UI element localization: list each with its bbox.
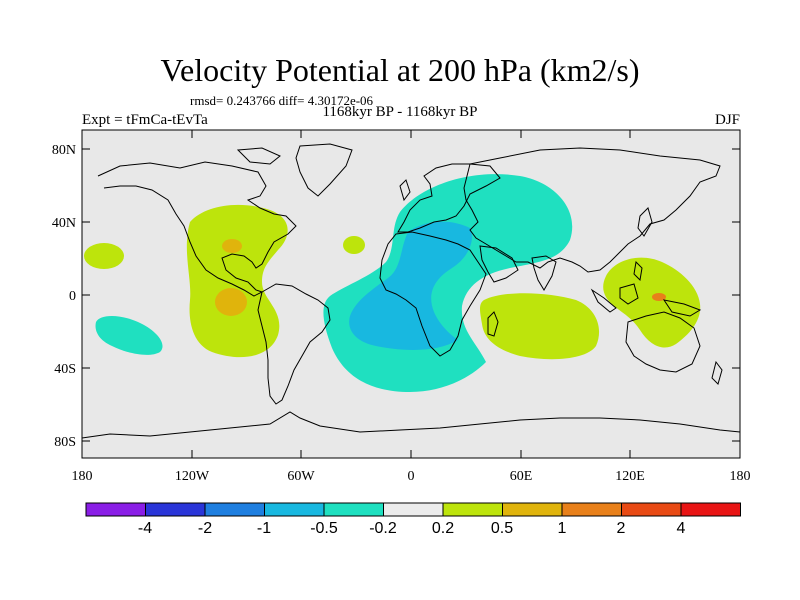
colorbar-box — [621, 502, 682, 517]
colorbar-label: -0.2 — [369, 520, 397, 537]
x-tick-label: 120W — [175, 469, 210, 484]
coastline-north-america — [97, 161, 297, 297]
y-tick-label: 40N — [52, 216, 76, 231]
colorbar-box — [85, 502, 146, 517]
y-tick-label: 0 — [69, 289, 76, 304]
rmsd-diff-stats: rmsd= 0.243766 diff= 4.30172e-06 — [190, 93, 374, 108]
y-tick-labels: 80N 40N 0 40S 80S — [52, 143, 76, 450]
colorbar-box — [561, 502, 622, 517]
coastline-borneo — [619, 283, 639, 305]
coastline-arctic-islands — [236, 147, 281, 165]
coastline-newguinea — [662, 299, 702, 317]
colorbar-labels: -4 -2 -1 -0.5 -0.2 0.2 0.5 1 2 4 — [138, 520, 686, 537]
positive-core-pacific — [215, 288, 247, 316]
x-tick-label: 60W — [287, 469, 315, 484]
y-tick-label: 80N — [52, 143, 76, 158]
colorbar-label: 1 — [558, 520, 567, 537]
coastline-asia — [463, 147, 721, 273]
coastline-philippines — [633, 260, 643, 282]
coastline-arabia — [479, 245, 519, 283]
coastline-australia — [625, 311, 701, 373]
coastline-south-america — [257, 283, 331, 405]
negative-core-atlantic-africa — [349, 221, 472, 350]
colorbar-label: -1 — [257, 520, 271, 537]
coastlines — [81, 143, 741, 439]
coastline-antarctica — [81, 411, 741, 439]
positive-core-gulf — [222, 239, 242, 253]
colorbar-box — [204, 502, 265, 517]
coastline-britain — [399, 179, 411, 202]
colorbar-box — [680, 502, 741, 517]
coastline-sumatra — [590, 288, 617, 313]
x-tick-label: 180 — [72, 469, 93, 484]
coastline-europe — [397, 163, 501, 233]
positive-core-maritime — [652, 293, 666, 301]
map-title: Velocity Potential at 200 hPa (km2/s) — [160, 52, 640, 88]
positive-region-indianocean — [480, 293, 600, 360]
colorbar-label: -2 — [198, 520, 212, 537]
x-tick-label: 60E — [510, 469, 533, 484]
colorbar-box — [264, 502, 325, 517]
positive-region-midatlantic — [343, 236, 365, 254]
axis-ticks — [81, 130, 741, 458]
coastline-india — [531, 255, 557, 291]
colorbar-box — [442, 502, 503, 517]
colorbar-box — [502, 502, 563, 517]
colorbar-box — [145, 502, 206, 517]
colorbar-label: 4 — [677, 520, 686, 537]
coastline-greenland — [295, 143, 353, 197]
colorbar-label: 0.5 — [491, 520, 513, 537]
colorbar-boxes — [85, 502, 741, 517]
x-tick-label: 0 — [408, 469, 415, 484]
positive-region-maritime — [603, 257, 701, 348]
season-label: DJF — [714, 112, 740, 128]
y-tick-label: 40S — [54, 362, 76, 377]
positive-region-americas — [186, 204, 288, 358]
negative-region-southpacific — [95, 316, 163, 355]
experiment-label: Expt = tFmCa-tEvTa — [82, 112, 208, 128]
colorbar-label: -0.5 — [310, 520, 338, 537]
contour-fields — [84, 174, 701, 392]
colorbar: -4 -2 -1 -0.5 -0.2 0.2 0.5 1 2 4 — [85, 502, 741, 537]
positive-region-hawaii — [84, 243, 124, 269]
colorbar-box — [323, 502, 384, 517]
x-tick-label: 120E — [615, 469, 645, 484]
y-tick-label: 80S — [54, 435, 76, 450]
coastline-newzealand — [711, 360, 723, 385]
x-tick-labels: 180 120W 60W 0 60E 120E 180 — [72, 469, 751, 484]
x-tick-label: 180 — [730, 469, 751, 484]
coastline-africa — [379, 231, 487, 357]
colorbar-label: -4 — [138, 520, 152, 537]
colorbar-label: 2 — [617, 520, 626, 537]
period-label: 1168kyr BP - 1168kyr BP — [322, 104, 478, 120]
coastline-japan — [637, 207, 653, 237]
colorbar-box — [383, 502, 444, 517]
coastline-madagascar — [487, 311, 499, 337]
colorbar-label: 0.2 — [432, 520, 454, 537]
